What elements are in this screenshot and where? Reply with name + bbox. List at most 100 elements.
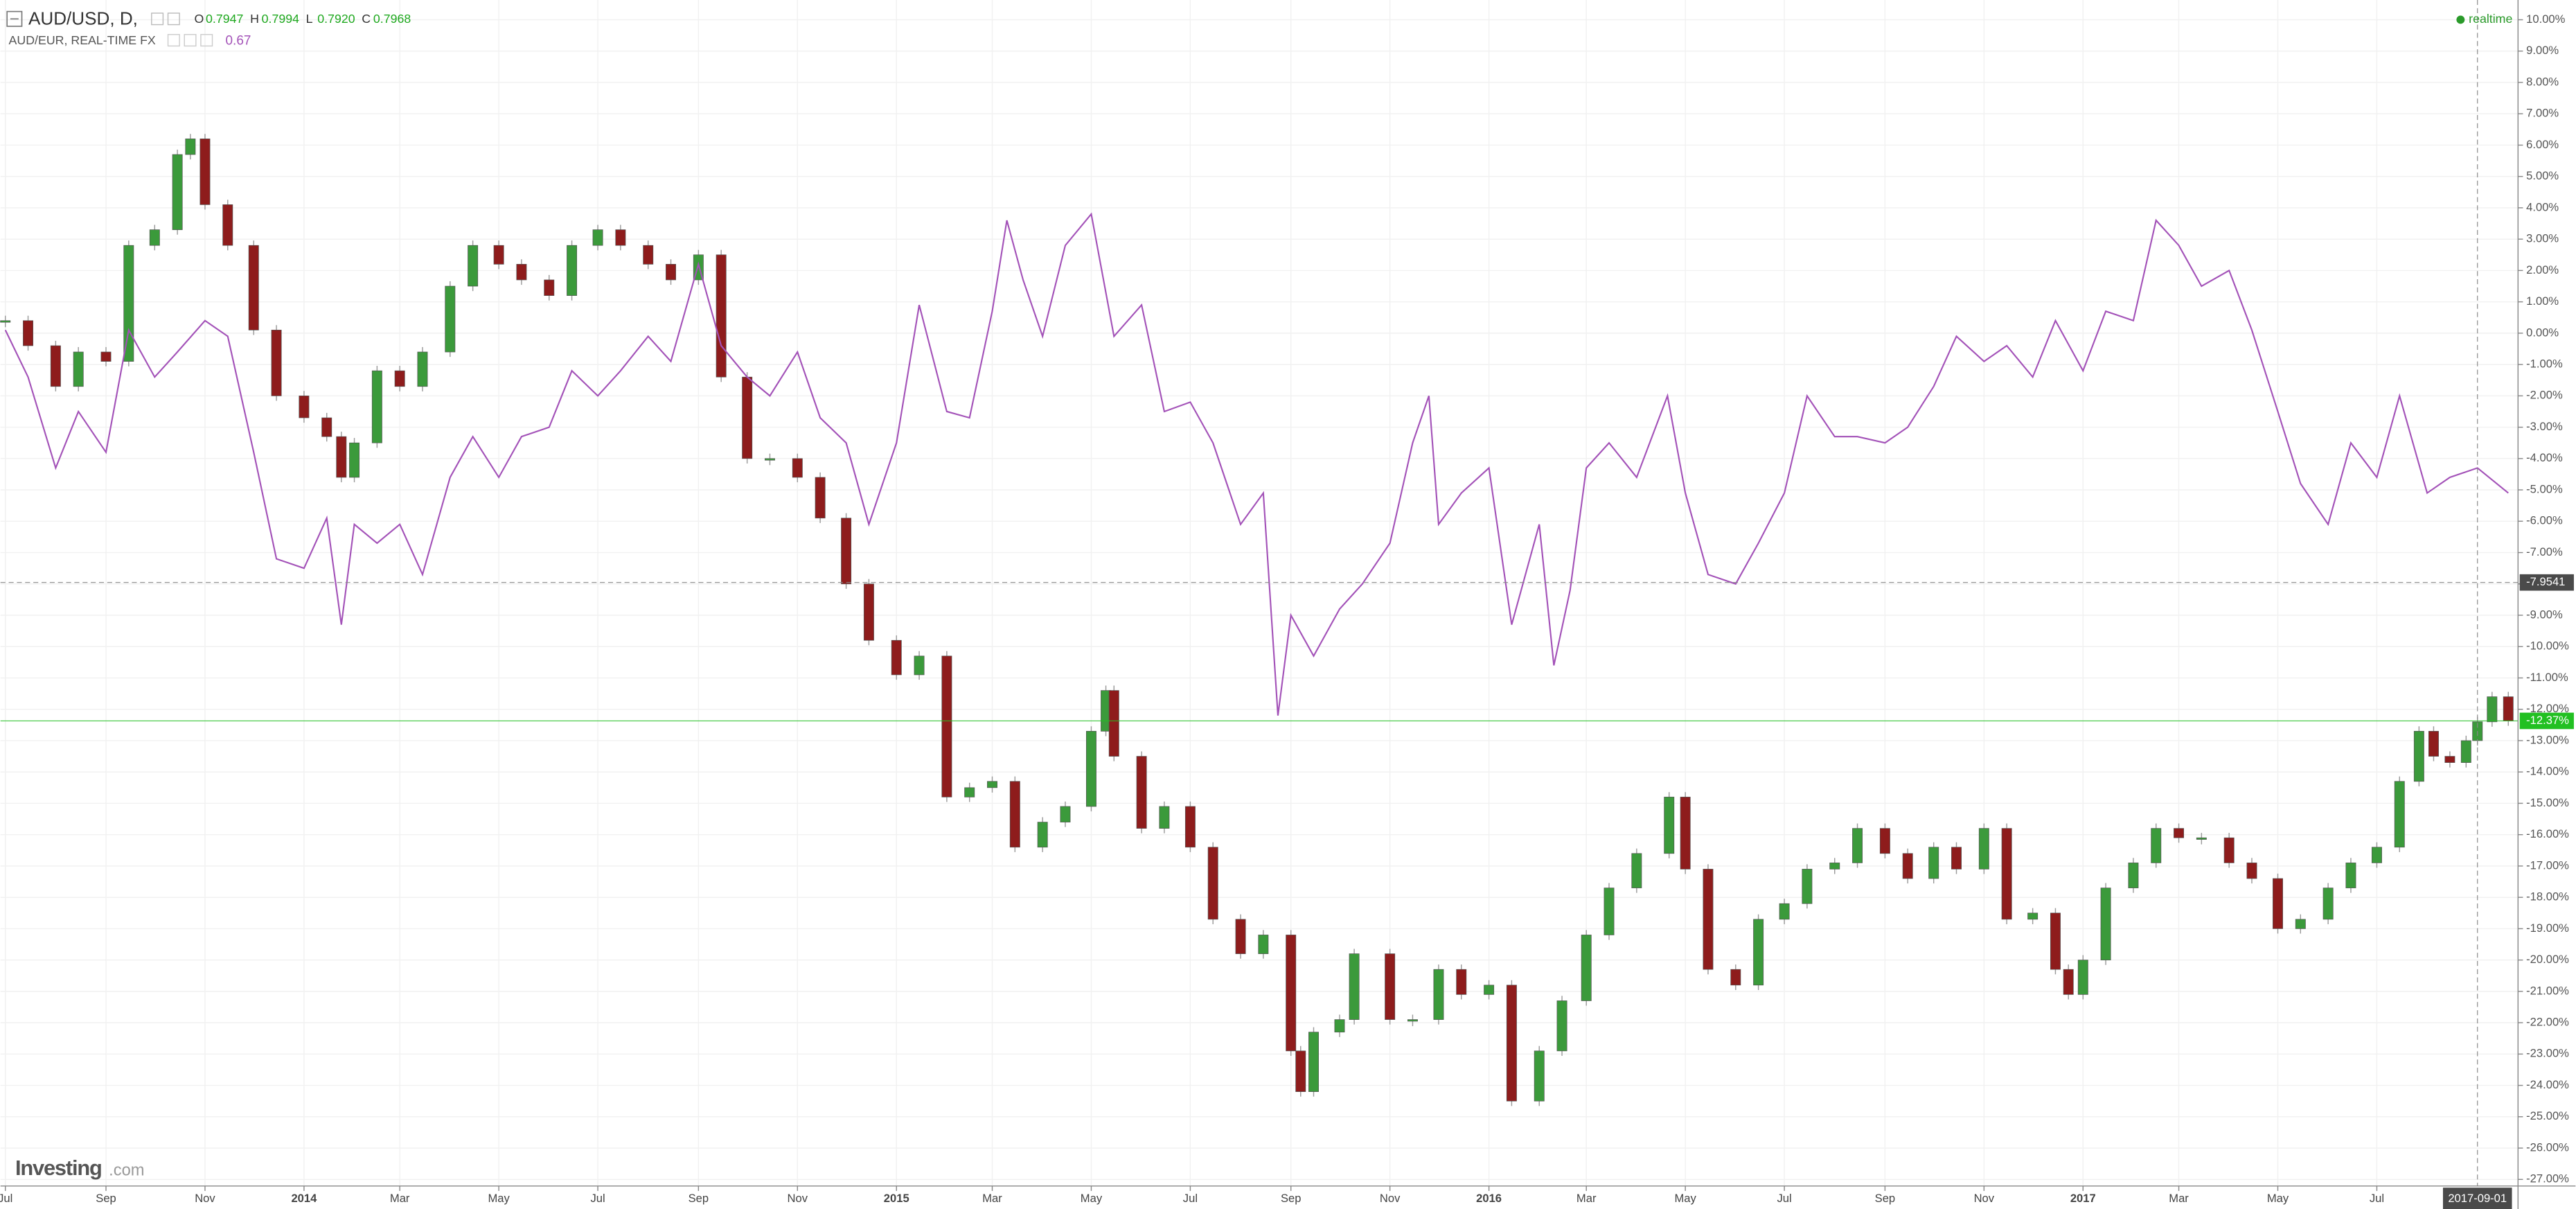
y-tick-label: 10.00% <box>2526 12 2565 26</box>
candle <box>271 330 282 396</box>
x-tick-label: Jul <box>1183 1192 1198 1205</box>
x-tick-label: Sep <box>689 1192 709 1205</box>
status: realtime <box>2469 12 2512 26</box>
y-tick-label: 1.00% <box>2526 294 2559 308</box>
candle <box>891 639 902 676</box>
candle <box>1037 822 1048 848</box>
y-tick-label: -12.00% <box>2526 702 2569 715</box>
settings-button[interactable] <box>151 12 164 26</box>
ohlc: O 0.7947 H 0.7994 L 0.7920 C 0.7968 <box>194 12 411 26</box>
candle <box>1456 969 1467 995</box>
candle <box>185 139 196 155</box>
candle <box>1534 1050 1545 1102</box>
candle <box>2322 888 2334 920</box>
symbol: AUD/USD, D, <box>28 8 138 28</box>
x-tick-label: Sep <box>96 1192 116 1205</box>
candle <box>592 229 603 246</box>
candle <box>1258 935 1269 954</box>
y-tick-label: 4.00% <box>2526 200 2559 213</box>
y-tick-label: -23.00% <box>2526 1047 2569 1060</box>
candle <box>765 458 775 461</box>
grid <box>0 0 2519 1186</box>
y-tick-label: -22.00% <box>2526 1015 2569 1028</box>
logo-suffix: .com <box>109 1162 144 1180</box>
y-tick-label: -7.00% <box>2526 545 2563 558</box>
x-tick-label: May <box>1081 1192 1103 1205</box>
candle <box>222 204 233 246</box>
y-tick-label: -10.00% <box>2526 639 2569 653</box>
candle <box>2428 731 2439 757</box>
candle <box>841 518 852 585</box>
x-tick-label: 2017 <box>2070 1192 2096 1205</box>
last-value-box <box>2519 712 2574 730</box>
candle <box>0 320 11 323</box>
candle <box>1802 869 1813 904</box>
candle <box>493 245 504 265</box>
y-tick-label: 3.00% <box>2526 232 2559 245</box>
candle <box>914 655 925 676</box>
candle <box>1951 847 1962 870</box>
y-tick-label: 2.00% <box>2526 263 2559 276</box>
hide-button[interactable] <box>167 12 180 26</box>
candle <box>792 458 803 478</box>
candle <box>123 245 134 362</box>
candle <box>1604 888 1615 935</box>
candle <box>1730 969 1741 986</box>
candle <box>1978 828 1989 870</box>
candle <box>2196 837 2207 840</box>
candle <box>2394 781 2405 848</box>
candle <box>1207 847 1218 920</box>
candle <box>248 245 259 330</box>
settings-button[interactable] <box>167 34 180 47</box>
candle <box>50 345 61 387</box>
x-tick-label: Mar <box>2169 1192 2189 1205</box>
y-tick-label: -4.00% <box>2526 451 2563 464</box>
x-tick-label: Nov <box>1380 1192 1401 1205</box>
candle <box>73 351 84 387</box>
candle <box>172 154 183 230</box>
y-tick-label: -11.00% <box>2526 671 2568 684</box>
logo: Investing <box>15 1156 102 1180</box>
candle <box>1556 1000 1567 1052</box>
header: AUD/USD, D, O 0.7947 H 0.7994 L 0.7920 C 0.7968… <box>6 8 2512 1180</box>
candle <box>2444 756 2455 763</box>
candle <box>1334 1019 1345 1033</box>
candle <box>100 351 112 362</box>
candle <box>544 279 555 296</box>
candle <box>445 285 456 353</box>
candle <box>2413 731 2424 782</box>
candle <box>615 229 626 246</box>
candle <box>1308 1032 1319 1092</box>
candle <box>2151 828 2162 863</box>
candle <box>1235 919 1246 954</box>
candle <box>321 417 332 437</box>
y-tick-label: 8.00% <box>2526 75 2559 88</box>
candle <box>1753 919 1764 986</box>
compare-value: 0.67 <box>226 33 251 48</box>
candle <box>2503 696 2514 721</box>
y-tick-label: -9.00% <box>2526 608 2563 621</box>
y-tick-label: -13.00% <box>2526 733 2569 746</box>
y-tick-label: -19.00% <box>2526 921 2569 935</box>
y-tick-label: -27.00% <box>2526 1172 2569 1185</box>
candle <box>742 376 753 459</box>
candle <box>23 320 34 346</box>
y-tick-label: -15.00% <box>2526 796 2569 809</box>
remove-button[interactable] <box>200 34 213 47</box>
ohlc-key: L <box>306 12 313 26</box>
candle <box>1829 863 1840 870</box>
x-tick-label: Jul <box>0 1192 12 1205</box>
y-tick-label: -25.00% <box>2526 1109 2569 1122</box>
candle <box>2223 837 2235 863</box>
y-tick-label: 0.00% <box>2526 326 2559 339</box>
candle <box>2050 912 2061 970</box>
x-tick-label: 2016 <box>1476 1192 1502 1205</box>
y-tick-label: -26.00% <box>2526 1140 2569 1154</box>
candle <box>349 442 360 478</box>
ohlc-value: 0.7947 <box>206 12 243 26</box>
ohlc-key: C <box>362 12 371 26</box>
hide-button[interactable] <box>184 34 197 47</box>
collapse-icon[interactable] <box>6 10 23 27</box>
candle <box>371 370 382 443</box>
candle <box>2295 919 2306 929</box>
